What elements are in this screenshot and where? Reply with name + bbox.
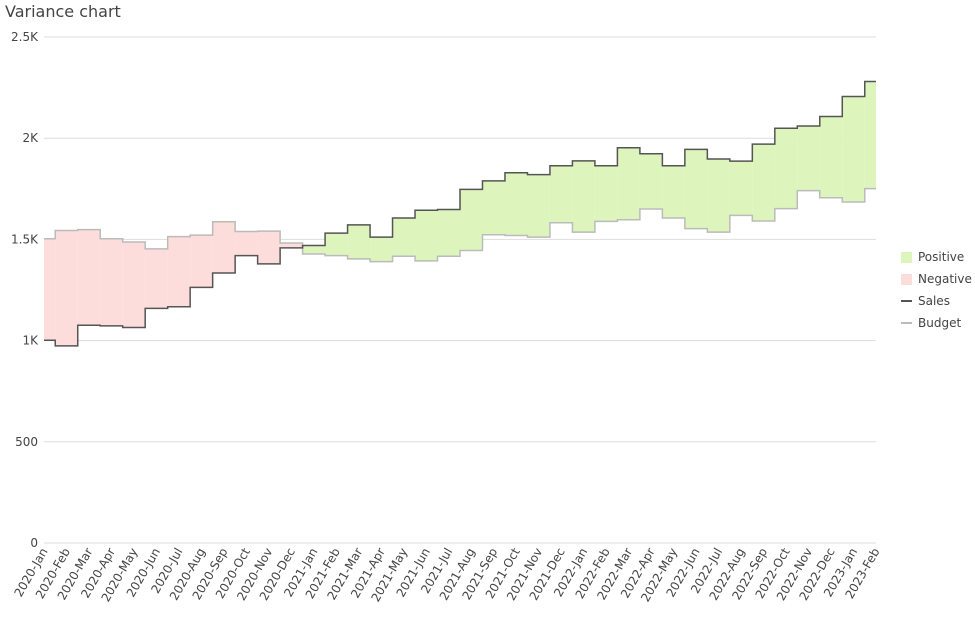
negative-variance-bar [122,242,146,328]
legend-item-sales[interactable]: Sales [901,290,972,312]
positive-variance-bar [594,165,618,222]
positive-variance-bar [752,144,775,221]
positive-variance-bar [527,174,550,238]
positive-variance-bar [774,128,798,209]
legend-label: Budget [918,316,962,330]
y-tick-label: 2.5K [11,30,39,44]
negative-variance-bar [100,238,123,326]
positive-variance-bar [415,210,438,261]
positive-variance-bar [797,126,820,191]
positive-variance-bar [864,81,876,189]
positive-variance-bar [302,245,326,254]
budget-line-icon [901,322,912,324]
y-tick-label: 2K [22,131,39,145]
positive-variance-bar [617,147,640,220]
x-axis-labels: 2020-Jan2020-Feb2020-Mar2020-Apr2020-May… [11,545,882,604]
negative-variance-bar [44,238,56,341]
positive-variance-bar [392,217,416,257]
y-tick-label: 0 [30,536,38,550]
budget-line [44,187,876,263]
negative-variance-bar [235,231,258,256]
positive-variance-bar [325,233,348,256]
positive-variance-bar [684,149,708,229]
legend-item-negative[interactable]: Negative [901,268,972,290]
chart-title: Variance chart [5,2,121,21]
negative-variance-bar [145,248,168,309]
sales-line-icon [901,300,912,302]
legend-label: Positive [918,250,965,264]
y-tick-label: 1.5K [11,232,39,246]
legend-label: Sales [918,294,950,308]
positive-variance-bar [639,153,663,210]
negative-variance-bar [77,229,101,326]
positive-variance-bar [437,209,460,257]
positive-variance-bar [729,161,753,216]
y-tick-label: 1K [22,334,39,348]
positive-variance-bar [482,180,505,235]
y-tick-label: 500 [15,435,38,449]
negative-variance-bar [280,243,303,248]
negative-variance-bar [257,231,281,264]
variance-fills [44,81,876,346]
negative-variance-bar [167,236,191,307]
legend-label: Negative [918,272,972,286]
positive-swatch-icon [901,251,912,263]
positive-variance-bar [504,172,528,236]
positive-variance-bar [842,96,865,202]
positive-variance-bar [549,165,573,223]
positive-variance-bar [662,165,685,218]
negative-variance-bar [55,230,78,346]
positive-variance-bar [347,224,371,259]
chart-legend: Positive Negative Sales Budget [901,246,972,334]
positive-variance-bar [370,237,393,262]
negative-variance-bar [212,221,236,273]
legend-item-budget[interactable]: Budget [901,312,972,334]
positive-variance-bar [572,160,595,233]
positive-variance-bar [460,189,483,251]
negative-variance-bar [190,235,213,288]
legend-item-positive[interactable]: Positive [901,246,972,268]
positive-variance-bar [819,116,843,198]
positive-variance-bar [707,159,730,233]
negative-swatch-icon [901,273,912,285]
sales-line [44,80,876,347]
